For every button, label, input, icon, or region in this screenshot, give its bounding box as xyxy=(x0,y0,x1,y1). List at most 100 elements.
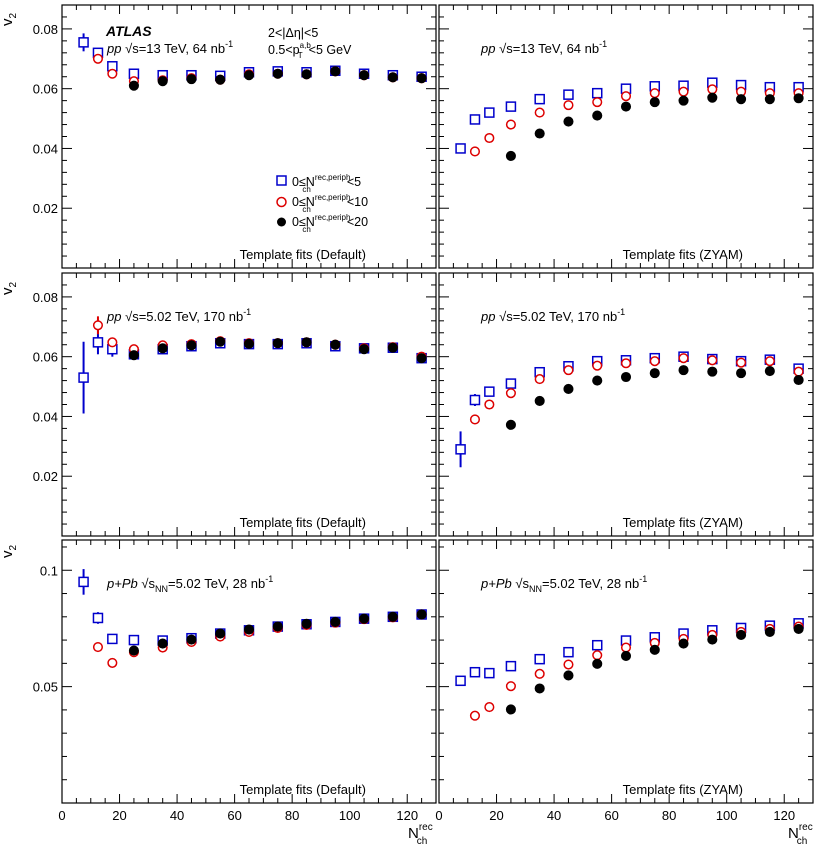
series-2 xyxy=(469,84,804,157)
panel-2: Template fits (ZYAM) pp √s=13 TeV, 64 nb-… xyxy=(438,4,814,269)
panel-1: 0.02 0.04 0.06 0.08 Template fits (Default) p… xyxy=(33,4,437,269)
data-point-filled-circle xyxy=(330,339,341,350)
x-tick-label: 40 xyxy=(170,808,184,823)
data-point-square xyxy=(534,653,545,665)
data-point-filled-circle xyxy=(505,704,516,715)
data-point-filled-circle xyxy=(272,68,283,79)
data-point-open-circle xyxy=(469,710,481,721)
data-point-filled-circle xyxy=(387,342,398,353)
y-tick-label: 0.08 xyxy=(33,22,58,37)
data-point-open-circle xyxy=(92,320,104,331)
energy-text: s=13 TeV, 64 nb xyxy=(506,41,599,56)
series-3 xyxy=(505,623,804,715)
data-point-filled-circle xyxy=(272,621,283,632)
data-point-filled-circle xyxy=(157,638,168,649)
data-point-open-circle xyxy=(107,337,118,348)
data-point-square xyxy=(563,646,574,658)
data-point-square xyxy=(92,612,104,624)
energy-sub: NN xyxy=(155,584,168,594)
data-point-filled-circle xyxy=(243,624,255,635)
data-point-filled-circle xyxy=(215,74,226,85)
legend-label-3: 0≤Nrec,periph ch<20 xyxy=(292,213,368,234)
y-tick-label: 0.05 xyxy=(33,680,58,695)
data-point-filled-circle xyxy=(678,95,689,106)
data-point-open-circle xyxy=(484,132,495,144)
data-point-square xyxy=(469,114,481,125)
data-point-open-circle xyxy=(469,414,481,425)
energy-label: pp √s=5.02 TeV, 170 nb-1 xyxy=(480,307,625,324)
data-point-filled-circle xyxy=(186,74,197,85)
data-point-square xyxy=(591,87,603,99)
data-point-filled-circle xyxy=(534,395,545,406)
data-point-open-circle xyxy=(764,356,775,367)
panel-6: 0 20 40 60 80 100 120 Template fits (ZYAM) p+Pb … xyxy=(435,539,814,823)
y-axis-title-mid: v2 xyxy=(0,282,19,296)
x-tick-label: 0 xyxy=(58,808,65,823)
atlas-label-block: ATLAS 2<|Δη|<5 0.5<pa,b T <5 GeV xyxy=(105,23,352,60)
energy-suffix: =5.02 TeV, 28 nb xyxy=(542,576,639,591)
system-label: pp xyxy=(480,309,495,324)
data-point-open-circle xyxy=(649,88,660,99)
energy-sup: -1 xyxy=(639,574,647,584)
eta-cut-label: 2<|Δη|<5 xyxy=(268,26,318,40)
y-tick-label: 0.02 xyxy=(33,201,58,216)
data-point-filled-circle xyxy=(592,110,603,121)
energy-text: s=13 TeV, 64 nb xyxy=(132,41,225,56)
data-point-open-circle xyxy=(92,53,104,64)
data-point-open-circle xyxy=(678,353,689,364)
legend-marker-filled-circle xyxy=(277,217,286,227)
legend-marker-open-square xyxy=(276,175,287,186)
legend-label-2: 0≤Nrec,periph ch<10 xyxy=(292,193,368,214)
data-point-open-circle xyxy=(707,355,718,366)
y-axis-title-top: v2 xyxy=(0,13,19,27)
x-tick-label: 60 xyxy=(227,808,241,823)
data-point-square xyxy=(469,394,481,406)
data-point-filled-circle xyxy=(678,365,689,376)
data-point-filled-circle xyxy=(649,644,660,655)
energy-suffix: =5.02 TeV, 28 nb xyxy=(168,576,265,591)
data-point-filled-circle xyxy=(215,628,226,639)
data-point-filled-circle xyxy=(793,93,804,104)
data-point-filled-circle xyxy=(736,629,747,641)
data-point-filled-circle xyxy=(764,94,775,105)
data-point-filled-circle xyxy=(416,353,427,364)
y-tick-label: 0.04 xyxy=(33,141,58,156)
data-point-filled-circle xyxy=(301,69,312,80)
data-point-filled-circle xyxy=(707,92,718,103)
x-tick-label: 100 xyxy=(716,808,738,823)
data-point-open-circle xyxy=(620,91,632,102)
data-point-filled-circle xyxy=(243,338,255,349)
series-1 xyxy=(455,77,804,154)
energy-sup: -1 xyxy=(617,307,625,317)
series-2 xyxy=(92,53,427,87)
panel-title: Template fits (Default) xyxy=(240,782,366,797)
series-3 xyxy=(128,609,427,656)
y-axis-label-mid: v2 xyxy=(0,282,19,296)
data-point-filled-circle xyxy=(416,73,427,84)
data-point-square xyxy=(484,107,495,118)
atlas-label: ATLAS xyxy=(105,23,152,39)
data-point-filled-circle xyxy=(387,611,398,622)
data-point-filled-circle xyxy=(215,336,226,347)
series-2 xyxy=(92,609,427,668)
data-point-filled-circle xyxy=(359,613,370,624)
data-point-square xyxy=(591,639,603,651)
panel-4: Template fits (ZYAM) pp √s=5.02 TeV, 170 … xyxy=(438,272,814,537)
sqrt-symbol: √ xyxy=(495,41,507,56)
data-point-open-circle xyxy=(92,642,104,653)
data-point-square xyxy=(505,378,517,389)
data-point-filled-circle xyxy=(186,340,197,351)
data-point-filled-circle xyxy=(793,374,804,386)
y-tick-label: 0.06 xyxy=(33,82,58,97)
legend-label-1: 0≤Nrec,periph ch<5 xyxy=(292,173,361,194)
energy-label: pp √s=13 TeV, 64 nb-1 xyxy=(480,39,607,56)
panel-3: 0.02 0.04 0.06 0.08 Template fits (Default) p… xyxy=(33,272,437,537)
energy-text: s=5.02 TeV, 170 nb xyxy=(132,309,243,324)
data-point-open-circle xyxy=(707,84,718,95)
sqrt-symbol: √ xyxy=(121,309,133,324)
data-point-square xyxy=(92,337,104,348)
y-axis-label-top: v2 xyxy=(0,13,19,27)
data-point-open-circle xyxy=(534,107,545,118)
data-point-filled-circle xyxy=(707,366,718,377)
data-point-filled-circle xyxy=(387,72,398,83)
